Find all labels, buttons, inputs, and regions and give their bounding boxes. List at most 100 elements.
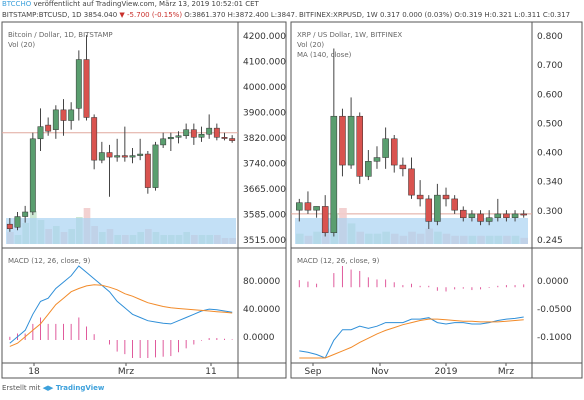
left-macd-label: MACD (12, 26, close, 9) [8,257,91,265]
left-x-tick: 11 [205,367,216,377]
left-candle-body [114,155,121,158]
right-candle-body [503,213,510,218]
right-candle-body [399,164,407,170]
right-candle-body [330,115,338,233]
left-macd-tick: 0.0000 [243,333,275,343]
left-price-tick: 4000.000 [243,83,286,93]
right-candle-body [494,213,502,218]
left-chart[interactable]: Bitcoin / Dollar, 1D, BITSTAMP Vol (20) … [1,21,287,379]
left-macd-line [9,265,233,344]
tradingview-logo[interactable]: ◀▶ TradingView [42,384,105,392]
left-candle-body [106,152,113,158]
right-candle-body [304,202,312,211]
right-candle-body [390,138,398,166]
left-candle-body [45,124,52,132]
right-candle-body [468,213,476,218]
right-ohlc: 0.317 0.000 (0.03%) O:0.319 H:0.321 L:0.… [379,11,571,19]
left-volume-ma-area [6,218,236,244]
right-candle-body [477,213,484,222]
left-chart-title: Bitcoin / Dollar, 1D, BITSTAMP [8,31,113,39]
right-candle-body [382,138,389,158]
left-macd-ticks: 80.0000 40.0000 0.0000 [243,277,280,343]
left-ohlc: O:3861.370 H:3872.400 L:3847. [184,11,298,19]
right-candle-body [408,168,415,196]
left-candles [6,35,236,232]
left-candle-body [198,133,205,138]
left-candle-body [221,137,228,139]
username[interactable]: BTCCHO [2,0,32,8]
left-candle-body [160,138,167,146]
left-x-tick: Mrz [118,367,134,377]
left-macd [9,265,233,358]
left-candle-body [152,144,159,188]
right-chart-title: XRP / US Dollar, 1W, BITFINEX [297,31,402,39]
left-candle-body [75,59,82,109]
right-price-ticks: 0.800 0.700 0.600 0.500 0.400 0.340 0.300 0.245 [537,32,563,246]
right-macd-line [299,316,524,359]
left-candle-body [144,153,151,188]
right-x-ticks: Sep Nov 2019 Mrz [305,367,515,377]
right-signal-line [299,318,524,359]
right-price-tick: 0.245 [537,236,563,246]
left-candle-body [68,109,75,121]
right-vol-label: Vol (20) [297,41,324,49]
publish-info: veröffentlicht auf TradingView.com, März… [33,0,259,8]
right-candle-body [313,206,320,211]
left-candle-body [129,155,136,158]
right-price-tick: 0.300 [537,207,563,217]
right-macd-ticks: 0.0000 -0.0500 -0.1000 [537,277,572,343]
right-chart[interactable]: XRP / US Dollar, 1W, BITFINEX Vol (20) M… [290,21,583,379]
left-price-tick: 4200.000 [243,32,286,42]
footer: Erstellt mit ◀▶ TradingView [2,384,104,392]
left-candle-body [29,138,36,213]
right-volume-ma-area [295,218,528,244]
right-price-tick: 0.600 [537,90,563,100]
left-change: ▼ -5.700 (-0.15%) [119,11,183,19]
right-price-tick: 0.340 [537,178,563,188]
right-x-tick: Sep [305,367,322,377]
left-macd-tick: 40.0000 [243,305,280,315]
left-price-tick: 3665.000 [243,185,286,195]
left-candle-body [229,138,236,141]
right-price-tick: 0.500 [537,119,563,129]
right-candle-body [442,194,450,200]
left-price-tick: 4100.000 [243,58,286,68]
left-price-tick: 3740.000 [243,160,286,170]
right-candle-body [460,209,467,218]
right-candle-body [425,198,433,222]
left-candle-body [183,129,190,137]
left-candle-body [98,152,105,161]
right-candle-body [347,115,355,166]
left-x-tick: 18 [28,367,40,377]
left-price-tick: 3820.000 [243,134,286,144]
left-candle-body [213,127,220,138]
right-candle-body [520,213,527,216]
left-vol-label: Vol (20) [8,41,35,49]
right-candle-body [296,202,303,211]
right-candle-body [511,213,519,218]
left-price-tick: 3585.000 [243,211,286,221]
right-candle-body [356,115,363,177]
left-chart-frame [1,21,287,379]
left-candle-body [37,126,44,140]
left-candle-body [190,129,197,138]
left-candle-body [121,155,128,158]
right-price-tick: 0.700 [537,61,563,71]
symbol-info-line: BITSTAMP:BTCUSD, 1D 3854.040 ▼ -5.700 (-… [2,11,582,19]
left-candle-body [52,109,59,130]
right-candle-body [365,161,372,177]
right-candle-body [321,206,329,233]
created-with-label: Erstellt mit [2,384,41,392]
left-candle-body [14,216,21,228]
left-price-ticks: 4200.000 4100.000 4000.000 3900.000 3820.000… [243,32,286,246]
left-last: 3854.040 [83,11,118,19]
right-x-tick: Mrz [498,367,514,377]
left-x-ticks: 18 Mrz 11 [28,367,216,377]
right-ma-label: MA (140, close) [297,51,352,59]
right-candle-body [434,194,441,222]
right-x-tick: 2019 [435,367,458,377]
left-price-tick: 3515.000 [243,236,286,246]
right-macd [298,266,525,359]
right-candles [296,48,527,237]
